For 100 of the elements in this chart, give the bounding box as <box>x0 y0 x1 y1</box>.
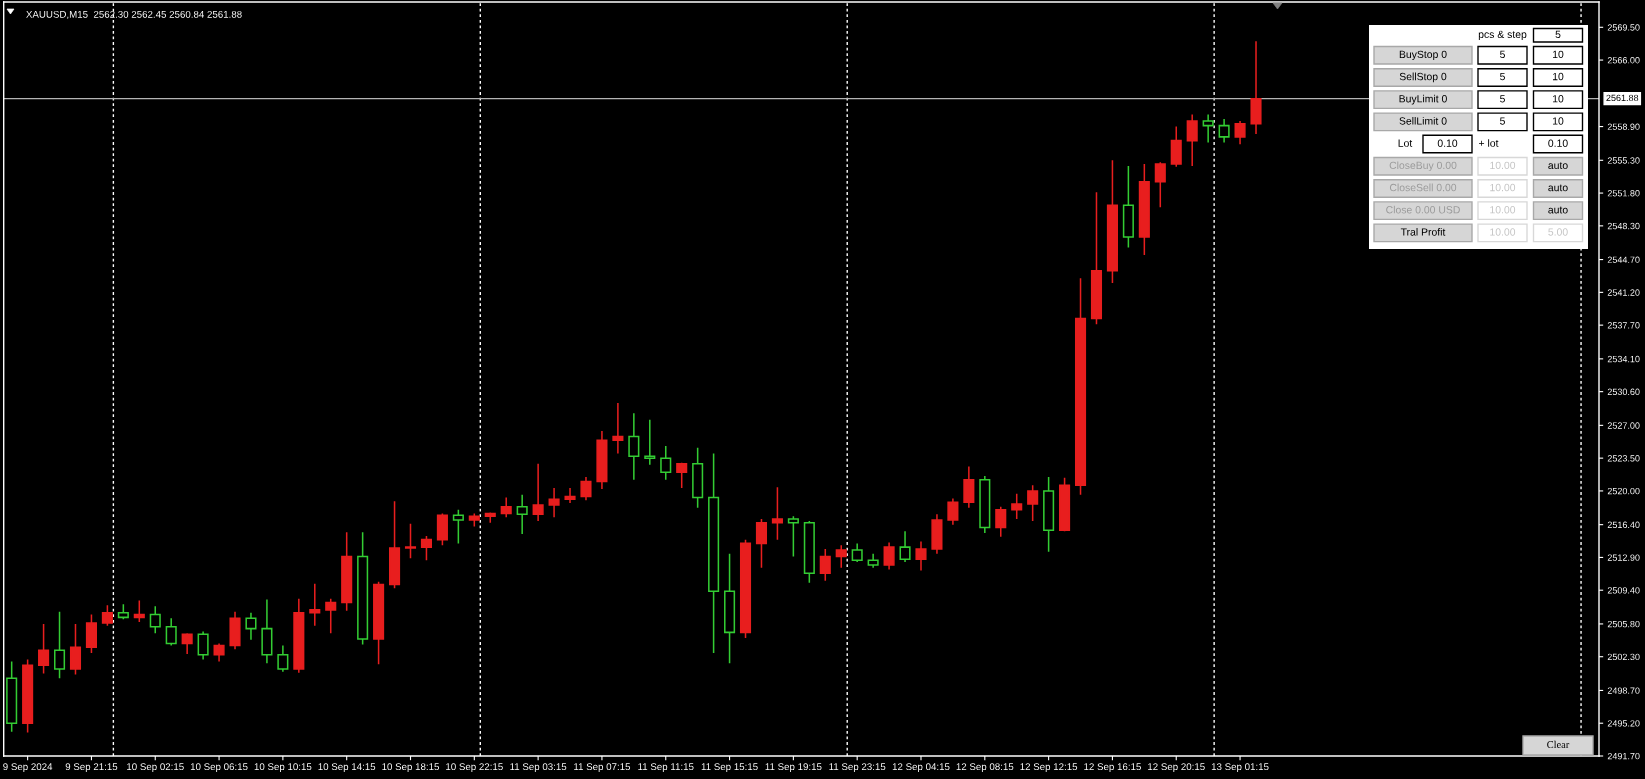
candlestick <box>899 530 911 563</box>
candlestick <box>1154 161 1166 208</box>
annotation: 10.00 <box>1490 206 1516 214</box>
x-tick-label: 13 Sep 01:15 <box>1211 763 1269 773</box>
annotation: Lot <box>1398 139 1413 147</box>
candlestick <box>404 522 417 560</box>
y-tick-label: 2516.40 <box>1607 521 1640 529</box>
y-tick-label: 2541.20 <box>1607 289 1640 296</box>
candlestick <box>1218 118 1230 144</box>
x-tick-label: 10 Sep 10:15 <box>254 763 312 773</box>
x-tick-label: 10 Sep 22:15 <box>446 763 503 773</box>
x-tick-label: 9 Sep 21:15 <box>65 763 118 773</box>
candlestick <box>835 544 847 569</box>
x-tick-label: 10 Sep 14:15 <box>318 763 376 773</box>
annotation: 10 <box>1553 50 1564 59</box>
candlestick <box>819 548 831 582</box>
candlestick <box>739 538 752 639</box>
annotation: pcs & step <box>1478 30 1527 41</box>
annotation: SellStop 0 <box>1399 72 1447 83</box>
y-tick-label: 2495.20 <box>1607 720 1640 727</box>
ref-line-label: 2561.88 <box>1606 94 1639 102</box>
candlestick <box>676 462 688 489</box>
candlestick <box>867 552 879 569</box>
candlestick <box>293 597 305 674</box>
candlestick <box>357 531 369 646</box>
annotation: BuyLimit 0 <box>1399 94 1447 105</box>
candlestick <box>22 658 34 734</box>
candlestick <box>197 630 209 661</box>
annotation: 5 <box>1500 72 1505 81</box>
candlestick <box>245 611 257 641</box>
x-tick-label: 11 Sep 19:15 <box>765 763 822 773</box>
annotation: CloseSell 0.00 <box>1389 183 1457 192</box>
candlestick <box>1186 113 1198 167</box>
annotation: Tral Profit <box>1400 227 1446 236</box>
candlestick <box>979 475 991 534</box>
candlestick <box>692 447 704 509</box>
candlestick <box>420 535 433 562</box>
candlestick <box>1202 113 1214 144</box>
candlestick <box>277 644 289 673</box>
y-tick-label: 2548.30 <box>1607 222 1640 230</box>
y-tick-label: 2551.80 <box>1607 190 1640 197</box>
candlestick <box>53 610 66 680</box>
candlestick <box>325 597 337 635</box>
annotation: CloseBuy 0.00 <box>1389 161 1457 172</box>
x-tick-label: 10 Sep 02:15 <box>127 763 184 773</box>
candlestick <box>85 613 97 654</box>
candlestick <box>564 487 576 504</box>
y-tick-label: 2512.90 <box>1607 554 1640 561</box>
candlestick <box>117 603 129 621</box>
x-tick-label: 10 Sep 06:15 <box>190 763 248 773</box>
candlestick <box>181 632 193 655</box>
candlestick <box>1106 159 1118 284</box>
x-tick-label: 10 Sep 18:15 <box>382 763 440 773</box>
annotation: SellLimit 0 <box>1399 116 1447 125</box>
text: XAUUSD,M15 2562.30 2562.45 2560.84 2561.88 <box>26 10 242 19</box>
candlestick <box>1059 477 1071 532</box>
y-tick-label: 2537.70 <box>1607 322 1640 329</box>
candlestick <box>660 445 672 481</box>
candlestick <box>452 508 464 545</box>
annotation: Clear <box>1547 740 1570 749</box>
annotation: 10 <box>1553 95 1564 103</box>
candlestick <box>69 623 82 676</box>
y-tick-label: 2520.00 <box>1607 487 1640 495</box>
candlestick <box>724 552 736 665</box>
y-tick-label: 2491.70 <box>1607 752 1640 760</box>
annotation: 5.00 <box>1548 228 1568 236</box>
candlestick <box>6 660 18 733</box>
y-tick-label: 2509.40 <box>1607 587 1640 594</box>
annotation: auto <box>1548 162 1568 170</box>
candlestick <box>341 531 353 612</box>
annotation: 5 <box>1555 30 1561 39</box>
candlestick <box>101 604 113 627</box>
x-tick-label: 12 Sep 16:15 <box>1084 763 1141 773</box>
candlestick <box>995 506 1007 538</box>
candlestick <box>1011 492 1023 520</box>
annotation: 5 <box>1500 117 1505 125</box>
x-tick-label: 9 Sep 2024 <box>3 763 53 773</box>
candlestick <box>1090 191 1103 325</box>
x-tick-label: 12 Sep 12:15 <box>1020 763 1078 773</box>
annotation: 10 <box>1553 117 1564 125</box>
candlestick <box>436 512 448 547</box>
candlestick <box>165 617 177 647</box>
candlestick <box>388 500 401 590</box>
y-tick-label: 2505.80 <box>1607 620 1640 628</box>
x-tick-label: 11 Sep 07:15 <box>574 763 631 773</box>
annotation: 10.00 <box>1490 183 1516 192</box>
candlestick <box>755 518 768 569</box>
candlestick <box>1122 165 1134 249</box>
candlestick <box>947 497 959 526</box>
annotation: BuyStop 0 <box>1399 50 1447 61</box>
candlestick <box>1138 163 1150 256</box>
annotation: auto <box>1548 184 1568 192</box>
candlestick <box>133 599 145 623</box>
y-tick-label: 2530.60 <box>1607 388 1640 395</box>
y-tick-label: 2502.30 <box>1607 653 1640 661</box>
y-tick-label: 2558.90 <box>1607 123 1640 130</box>
candlestick <box>1170 125 1182 168</box>
candlestick <box>213 642 225 663</box>
candlestick <box>229 610 241 650</box>
candlestick <box>883 541 895 571</box>
